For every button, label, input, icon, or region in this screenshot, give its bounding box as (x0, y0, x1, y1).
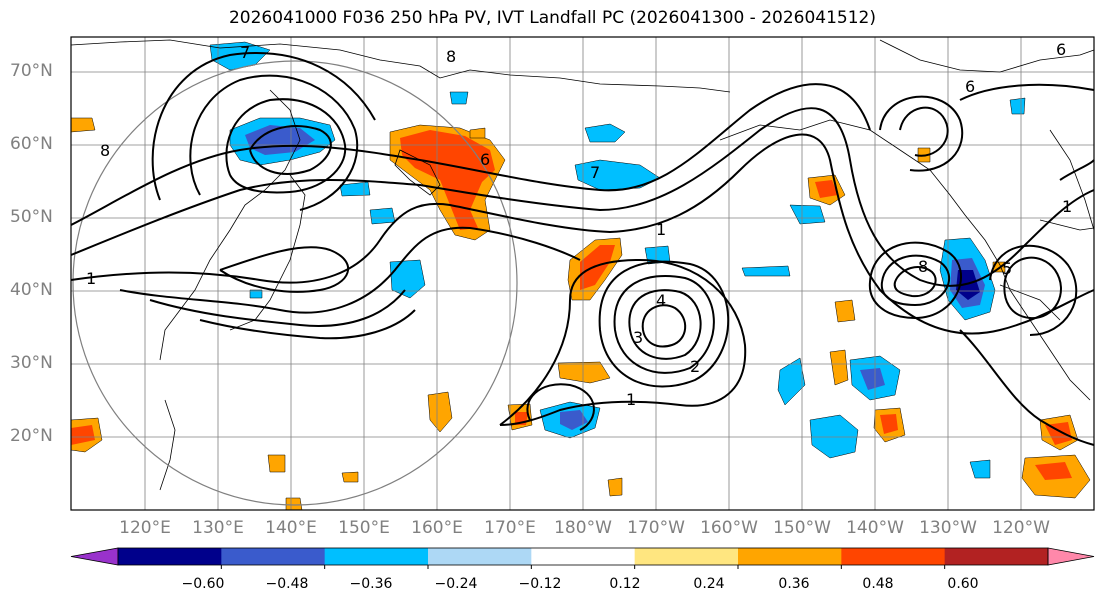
lat-label-70n: 70°N (10, 61, 53, 81)
colorbar-segment (118, 548, 222, 565)
pv-negative-area (1009, 97, 1026, 115)
contour-label: 5 (1002, 259, 1012, 278)
colorbar (70, 547, 1095, 569)
colorbar-segment (841, 548, 946, 565)
lon-label: 120°E (119, 518, 171, 538)
pv-negative-area (249, 289, 263, 299)
pv-positive-area (341, 471, 359, 483)
contour-label: 8 (100, 141, 110, 160)
contour-label: 1 (626, 390, 636, 409)
colorbar-segment (324, 548, 429, 565)
pv-positive-area (834, 299, 856, 323)
lon-label: 150°W (773, 518, 831, 538)
contour-label: 1 (86, 269, 96, 288)
pv-positive-area (70, 117, 96, 133)
pv-positive-area (829, 349, 849, 386)
distance-ring (72, 60, 518, 506)
pv-negative-core (860, 368, 885, 390)
colorbar-tick-label: −0.36 (349, 576, 393, 592)
colorbar-tick-label: 0.36 (778, 576, 810, 592)
contour-label: 3 (633, 328, 643, 347)
contour-label: 2 (690, 357, 700, 376)
colorbar-tick-label: 0.60 (947, 576, 979, 592)
colorbar-tick-label: 0.24 (693, 576, 725, 592)
pv-negative-area (389, 259, 426, 299)
lat-label-40n: 40°N (10, 280, 53, 300)
contour-label: 8 (918, 257, 928, 276)
colorbar-tick-label: −0.48 (265, 576, 309, 592)
lon-label: 160°W (700, 518, 758, 538)
pv-negative-area (809, 414, 859, 459)
colorbar-tick-label: −0.24 (434, 576, 478, 592)
colorbar-segment (531, 548, 636, 565)
colorbar-segment (634, 548, 739, 565)
contour-label: 6 (965, 77, 975, 96)
lon-label: 170°E (484, 518, 536, 538)
contour-label: 4 (656, 291, 666, 310)
lat-label-20n: 20°N (10, 426, 53, 446)
colorbar-segment (428, 548, 532, 565)
contour-label: 1 (1062, 197, 1072, 216)
lon-label: 140°W (846, 518, 904, 538)
pv-positive-area (285, 497, 303, 511)
lon-label: 140°E (265, 518, 317, 538)
colorbar-extend-min (70, 547, 119, 566)
pv-positive-core (580, 245, 615, 290)
colorbar-tick-label: −0.60 (181, 576, 225, 592)
colorbar-tick-label: 0.12 (609, 576, 641, 592)
pv-positive-core (71, 425, 95, 445)
lon-label: 130°W (919, 518, 977, 538)
contour-label: 6 (480, 150, 490, 169)
pv-negative-area (777, 357, 806, 406)
colorbar-segment (221, 548, 326, 565)
map-frame (70, 36, 1095, 511)
pv-negative-area (339, 181, 371, 197)
colorbar-segment (944, 548, 1049, 565)
lon-label: 180°W (554, 518, 612, 538)
lon-label: 160°E (411, 518, 463, 538)
contour-label: 6 (1056, 40, 1066, 59)
lon-label: 120°W (992, 518, 1050, 538)
pv-positive-area (607, 477, 623, 497)
pv-negative-area (584, 123, 626, 143)
colorbar-tick-label: −0.12 (518, 576, 562, 592)
pv-positive-core (1035, 462, 1072, 480)
pv-negative-area (369, 207, 396, 225)
pv-shading (70, 41, 1091, 511)
colorbar-tick-label: 0.48 (862, 576, 894, 592)
pv-positive-core (880, 414, 898, 434)
ivt-contours (70, 52, 1095, 446)
pv-positive-area (427, 391, 453, 433)
lat-label-60n: 60°N (10, 134, 53, 154)
pv-positive-area (267, 454, 286, 473)
contour-label: 8 (446, 47, 456, 66)
pv-negative-core (560, 410, 588, 430)
map-title: 2026041000 F036 250 hPa PV, IVT Landfall… (228, 8, 876, 28)
pv-negative-area (741, 265, 791, 277)
pv-negative-area (449, 91, 469, 105)
colorbar-outline (117, 547, 1049, 566)
lat-label-30n: 30°N (10, 353, 53, 373)
colorbar-extend-max (1047, 547, 1095, 566)
lat-label-50n: 50°N (10, 207, 53, 227)
pv-positive-core (815, 180, 838, 198)
pv-positive-area (469, 127, 486, 139)
colorbar-segment (738, 548, 842, 565)
lon-label: 170°W (627, 518, 685, 538)
pv-negative-area (969, 459, 991, 479)
pv-positive-area (557, 361, 611, 384)
lon-label: 150°E (338, 518, 390, 538)
contour-label: 1 (656, 220, 666, 239)
contour-label-group: 8 8 7 7 6 6 5 4 3 2 1 1 1 1 6 8 (86, 40, 1072, 409)
contour-label: 7 (240, 43, 250, 62)
lon-label: 130°E (192, 518, 244, 538)
contour-label: 7 (590, 163, 600, 182)
pv-positive-core (400, 130, 495, 230)
